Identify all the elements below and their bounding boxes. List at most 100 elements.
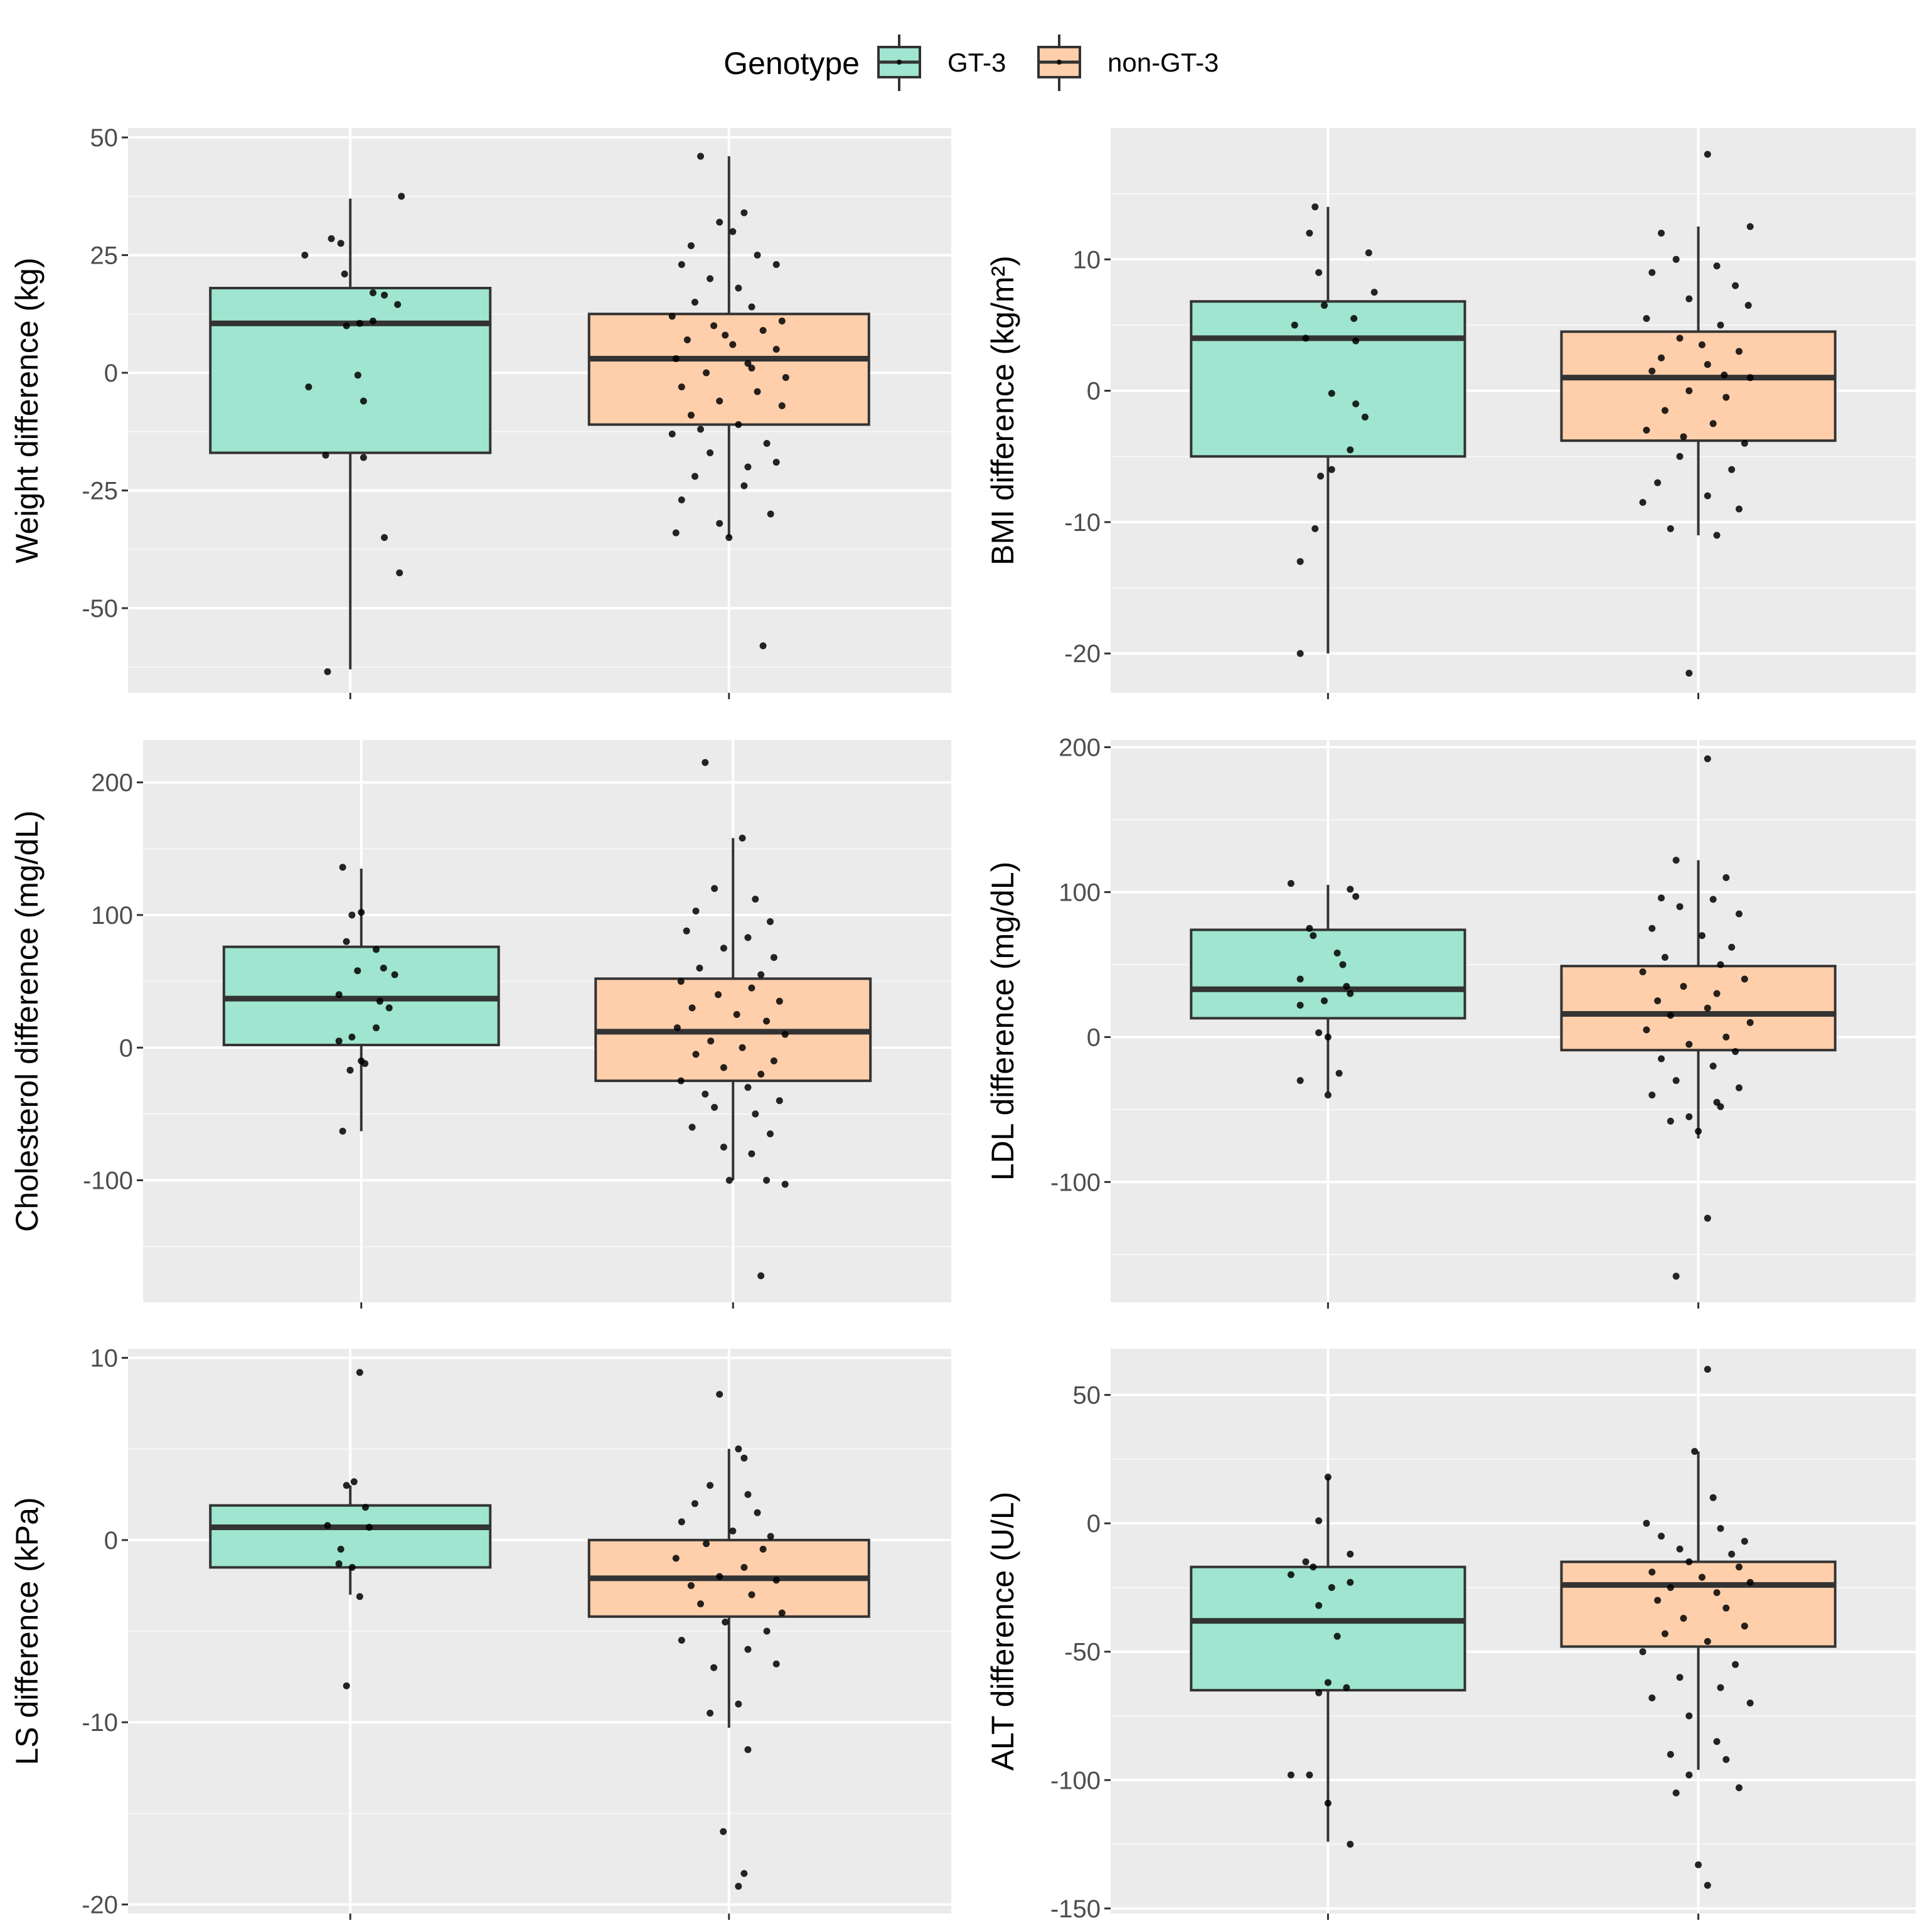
data-point: [748, 1591, 755, 1599]
data-point: [1713, 1589, 1721, 1597]
y-tick-label: -100: [83, 1167, 133, 1195]
box-group-1: [1560, 1366, 1837, 1889]
data-point: [1643, 426, 1650, 434]
data-point: [744, 463, 752, 471]
data-point: [1685, 670, 1693, 677]
data-point: [722, 1618, 729, 1626]
data-point: [778, 318, 786, 324]
data-point: [1648, 367, 1656, 375]
data-point: [703, 369, 710, 377]
data-point: [744, 1084, 752, 1091]
data-point: [1648, 269, 1656, 276]
data-point: [668, 431, 676, 437]
data-point: [1728, 466, 1736, 473]
data-point: [1648, 1568, 1656, 1576]
data-point: [759, 642, 767, 650]
data-point: [778, 402, 786, 409]
data-point: [1350, 314, 1358, 322]
data-point: [716, 1573, 723, 1580]
data-point: [1736, 1784, 1743, 1792]
data-point: [672, 1555, 680, 1562]
data-point: [1685, 1041, 1693, 1048]
box-group-0: [1190, 1474, 1466, 1848]
data-point: [1685, 387, 1693, 395]
data-point: [339, 864, 346, 871]
data-point: [759, 1545, 767, 1553]
data-point: [678, 1518, 685, 1526]
box-group-0: [209, 193, 492, 675]
data-point: [740, 1563, 748, 1571]
data-point: [1704, 1004, 1711, 1012]
data-point: [696, 153, 704, 160]
data-point: [1339, 961, 1347, 968]
data-point: [1704, 755, 1711, 763]
data-point: [1287, 1571, 1294, 1578]
data-point: [707, 1710, 714, 1717]
data-point: [720, 1144, 727, 1151]
data-point: [1713, 532, 1721, 539]
data-point: [1347, 990, 1354, 997]
y-tick-label: 200: [1059, 734, 1101, 762]
data-point: [766, 1130, 774, 1138]
box-group-0: [222, 864, 500, 1135]
data-point: [348, 911, 356, 919]
data-point: [1736, 910, 1743, 918]
data-point: [354, 967, 361, 975]
data-point: [341, 271, 348, 277]
data-point: [1709, 420, 1717, 427]
data-point: [1658, 1533, 1665, 1540]
y-tick-label: 0: [104, 1527, 118, 1555]
data-point: [767, 510, 774, 518]
data-point: [770, 954, 777, 962]
data-point: [752, 896, 759, 903]
y-axis-label: Cholesterol difference (mg/dL): [9, 810, 45, 1232]
data-point: [772, 1577, 780, 1584]
data-point: [711, 1103, 718, 1111]
y-axis-label: LS difference (kPa): [9, 1497, 45, 1765]
box: [1560, 330, 1837, 442]
data-point: [372, 946, 380, 953]
data-point: [672, 355, 680, 362]
box-group-0: [209, 1369, 492, 1690]
data-point: [754, 252, 761, 259]
data-point: [1698, 932, 1705, 940]
data-point: [1643, 314, 1650, 322]
data-point: [356, 1593, 363, 1600]
data-point: [752, 1110, 759, 1118]
data-point: [1736, 348, 1743, 355]
data-point: [678, 496, 685, 503]
box-group-1: [1560, 755, 1837, 1280]
data-point: [781, 1031, 789, 1038]
data-point: [337, 1545, 344, 1553]
legend: Genotype GT-3 non-GT-3: [723, 35, 1219, 91]
data-point: [1722, 1756, 1730, 1764]
data-point: [757, 1272, 765, 1280]
data-point: [1296, 1077, 1304, 1085]
data-point: [1722, 1033, 1730, 1041]
data-point: [1698, 1573, 1705, 1581]
data-point: [683, 927, 690, 935]
y-tick-label: -50: [1064, 1639, 1101, 1666]
data-point: [691, 1500, 698, 1508]
data-point: [1661, 407, 1668, 414]
data-point: [710, 322, 718, 329]
cholesterol-difference-chart: 200 100 0 -100 Cholesterol difference (mg/dL…: [9, 740, 951, 1309]
y-axis-label: Weight difference (kg): [9, 257, 45, 563]
data-point: [733, 1010, 740, 1018]
data-point: [394, 301, 402, 308]
data-point: [677, 1077, 685, 1085]
y-tick-label: 0: [1087, 378, 1101, 405]
data-point: [380, 964, 387, 972]
data-point: [1315, 1602, 1323, 1609]
data-point: [757, 1071, 765, 1078]
data-point: [1648, 1091, 1656, 1099]
data-point: [1680, 433, 1687, 441]
data-point: [328, 235, 335, 242]
data-point: [1746, 1700, 1754, 1707]
data-point: [678, 1637, 685, 1644]
data-point: [1732, 282, 1739, 289]
data-point: [1717, 1524, 1724, 1532]
data-point: [691, 299, 698, 306]
data-point: [1704, 151, 1711, 158]
data-point: [1639, 968, 1646, 975]
